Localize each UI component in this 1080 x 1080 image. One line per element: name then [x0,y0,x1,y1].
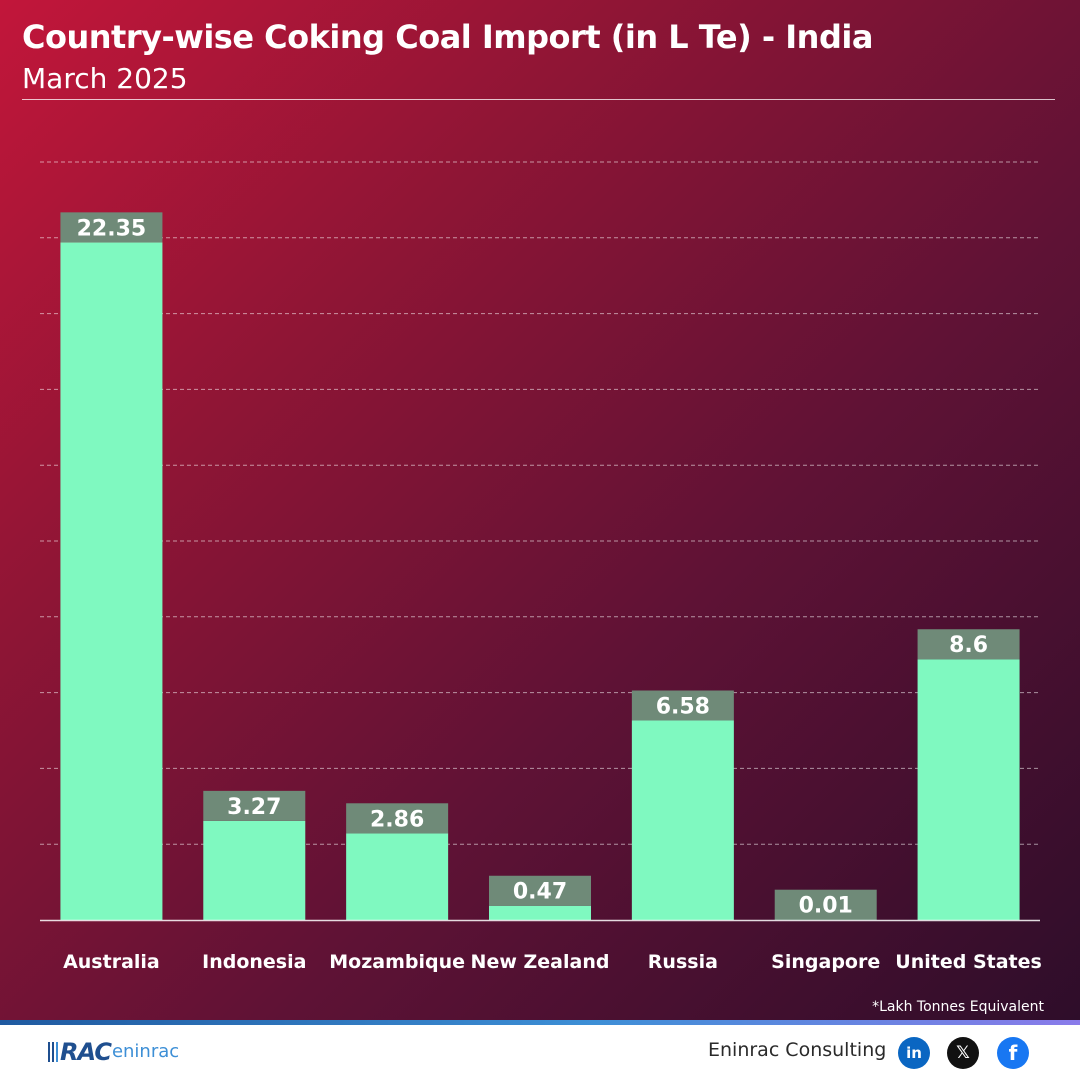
company-name: Eninrac Consulting [708,1039,887,1061]
data-label-box [774,889,877,920]
data-label: 2.86 [370,807,424,832]
eninrac-logo[interactable]: RAC eninrac [48,1037,179,1067]
data-label-box [60,212,163,243]
bar-mozambique [346,833,449,920]
logo-text: RAC [60,1038,112,1066]
x-tick-label: Australia [63,951,160,973]
data-label-box [203,790,306,821]
data-label: 22.35 [77,216,147,241]
bar-russia [631,720,734,920]
data-label-box [489,875,591,906]
facebook-icon[interactable]: f [997,1037,1029,1069]
data-label-box [631,690,734,721]
chart-subtitle: March 2025 [22,62,188,95]
logo-subtext: eninrac [111,1040,180,1062]
x-tick-label: New Zealand [471,951,610,973]
logo-mark-icon [48,1042,58,1062]
chart-title: Country-wise Coking Coal Import (in L Te… [22,18,873,56]
bar-new-zealand [489,905,591,920]
data-label-box [346,803,449,834]
data-label: 0.47 [513,880,567,905]
x-tick-label: Indonesia [202,951,306,973]
data-label: 6.58 [656,694,710,719]
bar-chart: 22.35 Australia 3.27 Indonesia 2.86 Mozambiqu… [60,212,1042,973]
x-tick-label: United States [895,951,1042,973]
x-tick-label: Russia [648,951,718,973]
data-label: 8.6 [949,633,988,658]
footer-accent-bar [0,1020,1080,1025]
footer: RAC eninrac Eninrac Consulting in 𝕏 f [0,1025,1080,1080]
title-divider [22,99,1055,100]
data-label-box [917,629,1020,660]
linkedin-icon[interactable]: in [898,1037,930,1069]
bar-indonesia [203,820,306,920]
data-label: 3.27 [227,795,281,820]
x-icon[interactable]: 𝕏 [947,1037,979,1069]
x-tick-label: Singapore [771,951,880,973]
footnote: *Lakh Tonnes Equivalent [872,999,1044,1015]
bar-united-states [917,659,1020,920]
x-tick-label: Mozambique [329,951,465,973]
bar-australia [60,242,163,920]
data-label: 0.01 [799,894,853,919]
chart-panel: Country-wise Coking Coal Import (in L Te… [0,0,1080,1020]
